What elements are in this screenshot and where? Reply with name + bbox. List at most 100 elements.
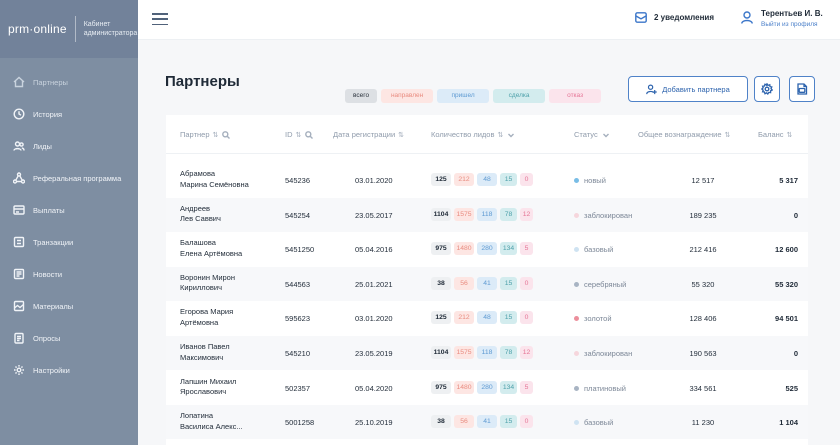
add-user-icon xyxy=(646,84,657,94)
lead-count-refused: 12 xyxy=(520,207,533,221)
status-dot xyxy=(574,420,579,426)
lead-count-deal: 15 xyxy=(500,173,517,186)
partner-name[interactable]: Воронин Мирон Кириллович xyxy=(180,273,235,294)
partner-name[interactable]: Лапшин Михаил Ярославович xyxy=(180,377,236,398)
sort-icon[interactable]: ⇅ xyxy=(786,131,793,139)
col-leads[interactable]: Количество лидов ⇅ xyxy=(431,130,515,139)
col-balance[interactable]: Баланс ⇅ xyxy=(758,130,792,139)
notifications-link[interactable]: 2 уведомления xyxy=(635,12,714,23)
lead-count-deal: 15 xyxy=(500,276,517,290)
table-row[interactable]: Иванов Павел Максимович 545210 23.05.2019 11… xyxy=(166,336,808,370)
user-profile[interactable]: Терентьев И. В. Выйти из профиля xyxy=(741,9,823,28)
registration-date: 05.04.2016 xyxy=(355,245,393,255)
search-icon[interactable] xyxy=(305,130,314,139)
partner-status: платиновый xyxy=(574,384,626,393)
partner-name[interactable]: Егорова Мария Артёмовна xyxy=(180,307,233,328)
col-status[interactable]: Статус xyxy=(574,130,610,139)
sidebar-item-settings[interactable]: Настройки xyxy=(0,354,138,386)
status-label: базовый xyxy=(584,418,614,428)
partner-name[interactable]: Андреев Лев Саввич xyxy=(180,204,221,225)
col-id[interactable]: ID ⇅ xyxy=(285,130,314,139)
status-filters: всего направлен пришел сделка отказ xyxy=(345,89,602,103)
lead-count-sent: 212 xyxy=(454,173,474,186)
status-label: серебряный xyxy=(584,279,627,289)
notifications-icon xyxy=(635,12,647,23)
lead-count-refused: 0 xyxy=(520,311,533,325)
col-reward[interactable]: Общее вознаграждение ⇅ xyxy=(638,130,730,139)
partner-name-line2: Марина Семёновна xyxy=(180,179,249,189)
status-label: новый xyxy=(584,176,606,185)
lead-counts: 125 212 48 15 0 xyxy=(431,311,533,325)
sidebar-item-leads[interactable]: Лиды xyxy=(0,130,138,162)
sidebar-item-referral[interactable]: Реферальная программа xyxy=(0,162,138,194)
table-row[interactable]: Балашова Елена Артёмовна 5451250 05.04.2016… xyxy=(166,232,808,266)
table-row[interactable]: Лопатина Василиса Алекс... 5001258 25.10.20… xyxy=(166,405,808,440)
lead-count-sent: 1575 xyxy=(454,207,474,221)
logout-link[interactable]: Выйти из профиля xyxy=(761,21,818,28)
filter-sent[interactable]: направлен xyxy=(381,89,434,103)
sidebar-item-label: Материалы xyxy=(33,301,74,311)
col-partner[interactable]: Партнер ⇅ xyxy=(180,130,231,139)
logo[interactable]: prm·online xyxy=(8,22,67,36)
table-row[interactable]: Андреев Лев Саввич 545254 23.05.2017 1104 157… xyxy=(166,197,808,232)
sort-icon[interactable]: ⇅ xyxy=(398,131,405,139)
balance: 0 xyxy=(793,349,798,358)
lead-counts: 975 1480 280 134 5 xyxy=(431,380,533,394)
filter-came[interactable]: пришел xyxy=(437,89,490,103)
referral-icon xyxy=(12,171,26,185)
filter-deal[interactable]: сделка xyxy=(493,89,546,103)
lead-count-total: 1104 xyxy=(431,207,451,221)
partner-status: золотой xyxy=(574,314,612,323)
partner-name[interactable]: Лопатина Василиса Алекс... xyxy=(180,411,243,432)
add-partner-button[interactable]: Добавить партнера xyxy=(628,76,748,102)
col-reg-date[interactable]: Дата регистрации ⇅ xyxy=(333,130,404,139)
lead-count-refused: 5 xyxy=(520,242,533,256)
col-partner-label: Партнер xyxy=(180,130,210,139)
menu-toggle-icon[interactable] xyxy=(152,13,168,25)
partner-name[interactable]: Абрамова Марина Семёновна xyxy=(180,169,249,190)
table-row[interactable]: Воронин Мирон Кириллович 544563 25.01.2021 3… xyxy=(166,266,808,301)
table-row[interactable]: Егорова Мария Артёмовна 595623 03.01.2020 12… xyxy=(166,301,808,335)
sidebar-nav: Партнеры История Лиды Реферальная програ… xyxy=(0,58,138,386)
col-leads-label: Количество лидов xyxy=(431,130,495,139)
partner-name[interactable]: Балашова Елена Артёмовна xyxy=(180,238,242,259)
lead-count-total: 1104 xyxy=(431,346,451,359)
balance: 1 104 xyxy=(779,418,798,428)
registration-date: 03.01.2020 xyxy=(355,176,393,185)
sidebar-item-materials[interactable]: Материалы xyxy=(0,290,138,322)
chevron-down-icon[interactable] xyxy=(602,131,610,139)
table-row[interactable]: Абрамова Марина Семёновна 545236 03.01.2020… xyxy=(166,163,808,197)
lead-count-total: 975 xyxy=(431,380,451,394)
sidebar-item-transactions[interactable]: Транзакции xyxy=(0,226,138,258)
lead-count-deal: 78 xyxy=(500,207,517,221)
sort-icon[interactable]: ⇅ xyxy=(295,131,302,139)
table-row[interactable]: Лапшин Михаил Ярославович 502357 05.04.2020… xyxy=(166,371,808,405)
sidebar-item-news[interactable]: Новости xyxy=(0,258,138,290)
partner-name-line1: Абрамова xyxy=(180,169,216,178)
filter-all[interactable]: всего xyxy=(345,89,378,103)
lead-counts: 38 56 41 15 0 xyxy=(431,276,533,290)
table-settings-button[interactable] xyxy=(754,76,780,102)
chevron-down-icon[interactable] xyxy=(507,131,515,139)
sidebar-item-payouts[interactable]: Выплаты xyxy=(0,194,138,226)
sort-icon[interactable]: ⇅ xyxy=(724,131,731,139)
sidebar-item-partners[interactable]: Партнеры xyxy=(0,66,138,98)
status-label: платиновый xyxy=(584,383,626,393)
sort-icon[interactable]: ⇅ xyxy=(497,131,504,139)
export-button[interactable] xyxy=(789,76,815,102)
lead-count-refused: 5 xyxy=(520,380,533,394)
partner-name[interactable]: Иванов Павел Максимович xyxy=(180,342,230,363)
logo-divider xyxy=(74,16,76,42)
balance: 12 600 xyxy=(775,245,798,255)
balance: 0 xyxy=(793,210,798,220)
sidebar-item-surveys[interactable]: Опросы xyxy=(0,322,138,354)
lead-count-deal: 134 xyxy=(500,380,517,394)
filter-refused[interactable]: отказ xyxy=(549,89,602,103)
partner-id: 545236 xyxy=(285,176,311,185)
sidebar-item-history[interactable]: История xyxy=(0,98,138,130)
sort-icon[interactable]: ⇅ xyxy=(212,131,219,139)
materials-icon xyxy=(12,299,26,313)
lead-count-total: 975 xyxy=(431,242,451,256)
search-icon[interactable] xyxy=(222,130,231,139)
status-label: заблокирован xyxy=(584,349,633,358)
